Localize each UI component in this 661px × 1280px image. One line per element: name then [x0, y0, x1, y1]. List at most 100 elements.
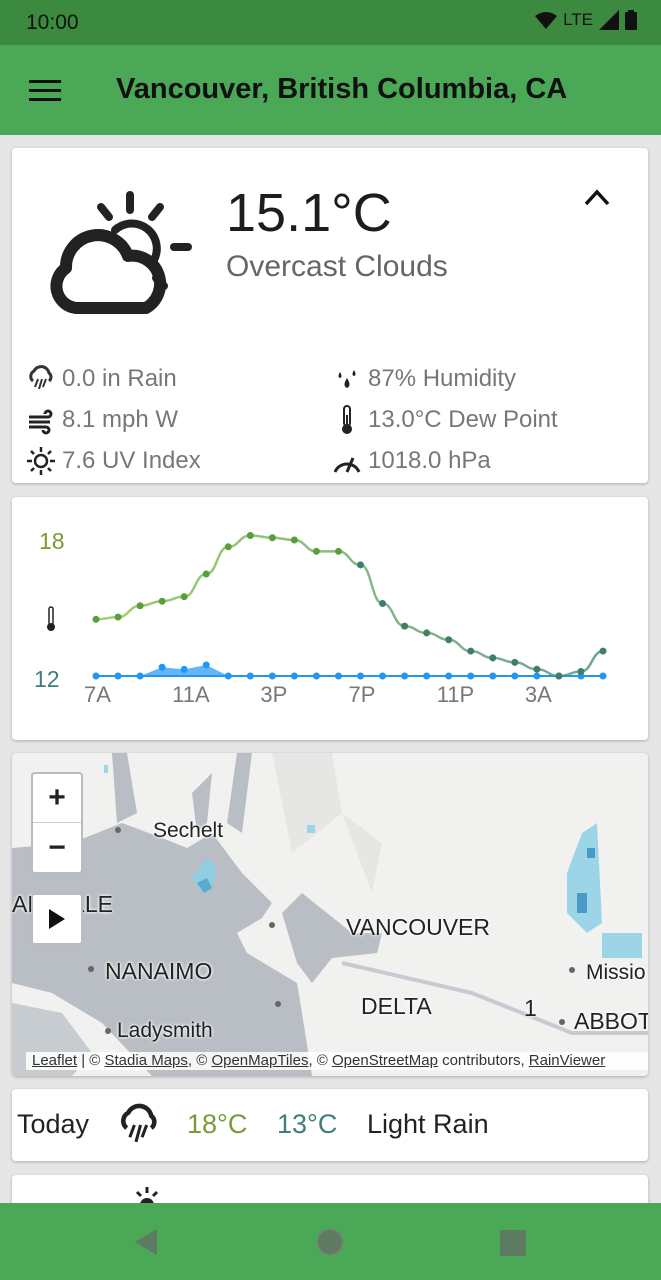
x-tick-label: 7P: [349, 682, 376, 707]
rain-point: [423, 672, 431, 680]
x-tick-label: 3A: [525, 682, 552, 707]
system-nav-bar: [0, 1203, 661, 1280]
thermometer-icon: [342, 405, 352, 434]
x-tick-label: 11P: [437, 682, 475, 707]
temperature-point: [224, 543, 232, 551]
battery-icon: [625, 10, 637, 30]
gauge-icon: [333, 457, 361, 473]
rain-point: [489, 672, 497, 680]
cloud-sun-icon: [50, 191, 192, 314]
rain-stat: 0.0 in Rain: [26, 364, 177, 394]
zoom-control: + −: [31, 772, 83, 874]
rain-point: [290, 672, 298, 680]
rain-point: [467, 672, 475, 680]
back-button[interactable]: [133, 1229, 159, 1255]
temperature-point: [577, 667, 585, 675]
temperature-point: [401, 622, 409, 630]
rain-point: [246, 672, 254, 680]
humidity-icon: [338, 370, 356, 388]
rainviewer-link[interactable]: RainViewer: [528, 1052, 606, 1069]
rain-point: [379, 672, 387, 680]
temperature-point: [599, 647, 607, 655]
rain-point: [136, 672, 144, 680]
humidity-stat: 87% Humidity: [332, 364, 516, 394]
current-temperature: 15.1°C: [226, 183, 392, 243]
radar-map[interactable]: Sechelt VANCOUVER NANAIMO DELTA Ladysmit…: [12, 753, 648, 1076]
temperature-point: [92, 615, 100, 623]
signal-icon: [599, 10, 619, 30]
rain-point: [268, 672, 276, 680]
x-tick-label: 3P: [260, 682, 287, 707]
rain-point: [334, 672, 342, 680]
map-label-vancouver: VANCOUVER: [346, 914, 490, 940]
stadia-link[interactable]: Stadia Maps: [104, 1052, 188, 1069]
play-icon: [49, 909, 65, 929]
map-label-delta: DELTA: [361, 993, 432, 1019]
uv-stat: 7.6 UV Index: [26, 446, 201, 476]
temperature-point: [357, 561, 365, 569]
openmaptiles-link[interactable]: OpenMapTiles: [211, 1052, 309, 1069]
temperature-point: [180, 593, 188, 601]
temperature-point: [136, 602, 144, 610]
temperature-point: [511, 658, 519, 666]
rain-icon: [121, 1103, 157, 1143]
page-title: Vancouver, British Columbia, CA: [116, 73, 568, 105]
forecast-high: 18°C: [187, 1109, 248, 1139]
temperature-point: [555, 672, 563, 680]
app-bar: Vancouver, British Columbia, CA: [0, 45, 661, 135]
sun-icon: [27, 447, 55, 475]
temperature-point: [467, 647, 475, 655]
wind-icon: [29, 409, 53, 435]
map-label-mission: Missio: [586, 961, 646, 984]
pressure-stat: 1018.0 hPa: [332, 446, 491, 476]
x-tick-label: 11A: [172, 682, 210, 707]
forecast-low: 13°C: [277, 1109, 338, 1139]
network-label: LTE: [563, 10, 593, 29]
map-label-ladysmith: Ladysmith: [117, 1019, 213, 1042]
y-tick-high: 18: [39, 528, 65, 554]
temperature-point: [334, 547, 342, 555]
forecast-row[interactable]: Today 18°C 13°C Light Rain: [12, 1089, 648, 1161]
temperature-point: [290, 536, 298, 544]
zoom-out-button[interactable]: −: [48, 830, 66, 864]
clock: 10:00: [26, 11, 79, 34]
rain-icon: [29, 365, 53, 390]
radar-play-button[interactable]: [31, 893, 83, 945]
collapse-chevron-icon[interactable]: [582, 186, 612, 210]
hourly-temperature-chart: 18 12 7A 11A 3P 7P 11P 3A: [34, 528, 607, 707]
forecast-condition: Light Rain: [367, 1109, 489, 1139]
hamburger-menu-icon[interactable]: [29, 80, 61, 102]
dew-point-stat: 13.0°C Dew Point: [332, 405, 558, 435]
temperature-line: [95, 534, 604, 678]
rain-point: [445, 672, 453, 680]
map-label-highway: 1: [524, 995, 537, 1021]
temperature-point: [489, 654, 497, 662]
rain-area: [96, 665, 603, 676]
x-tick-label: 7A: [84, 682, 111, 707]
temperature-point: [533, 665, 541, 673]
temperature-point: [246, 531, 254, 539]
temperature-point: [423, 629, 431, 637]
rain-point: [599, 672, 607, 680]
temperature-point: [114, 613, 122, 621]
temperature-point: [158, 597, 166, 605]
temperature-point: [445, 636, 453, 644]
map-attribution: Leaflet | © Stadia Maps, © OpenMapTiles,…: [26, 1052, 648, 1070]
recents-button[interactable]: [500, 1230, 526, 1256]
rain-point: [312, 672, 320, 680]
rain-point: [533, 672, 541, 680]
map-label-abbotsford: ABBOT: [574, 1008, 648, 1034]
zoom-in-button[interactable]: +: [33, 774, 81, 823]
rain-point: [401, 672, 409, 680]
rain-point: [224, 672, 232, 680]
hourly-chart-card: 18 12 7A 11A 3P 7P 11P 3A: [12, 497, 648, 740]
rain-point: [357, 672, 365, 680]
rain-point: [202, 661, 210, 669]
rain-point: [92, 672, 100, 680]
home-button[interactable]: [315, 1227, 345, 1257]
osm-link[interactable]: OpenStreetMap: [332, 1052, 438, 1069]
leaflet-link[interactable]: Leaflet: [32, 1052, 78, 1069]
rain-point: [180, 665, 188, 673]
temperature-point: [268, 534, 276, 542]
thermometer-icon: [47, 606, 55, 631]
